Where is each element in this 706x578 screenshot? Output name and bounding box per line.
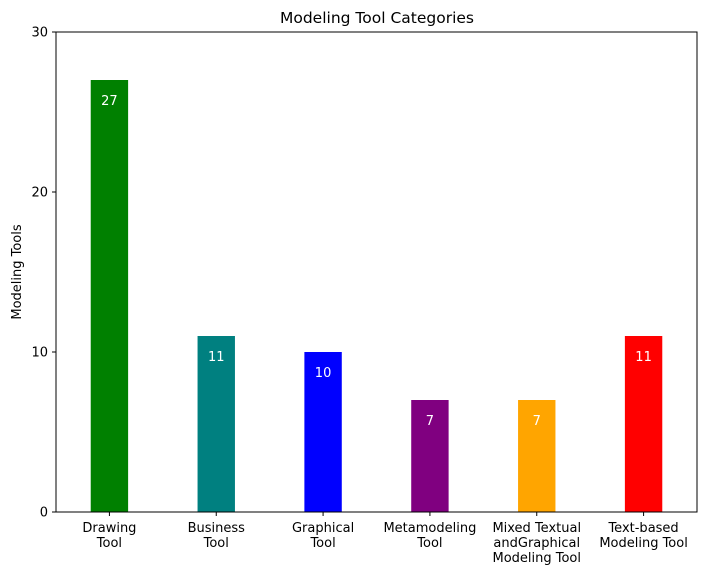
- y-tick-label: 0: [40, 506, 48, 521]
- bar-3: [411, 400, 449, 512]
- bar-5: [624, 336, 663, 512]
- bar-0: [90, 80, 129, 512]
- y-tick-label: 20: [31, 186, 48, 201]
- bar-value-label: 11: [208, 350, 225, 365]
- plot-frame: [55, 31, 698, 513]
- bar-value-label: 11: [635, 350, 652, 365]
- x-tick-label: Drawing Tool: [82, 521, 136, 551]
- bar-1: [197, 336, 235, 512]
- x-tick-label: Mixed Textual andGraphical Modeling Tool: [492, 521, 581, 566]
- x-tick-label: Metamodeling Tool: [383, 521, 476, 551]
- x-tick-label: Text-based Modeling Tool: [599, 521, 688, 551]
- bar-value-label: 27: [101, 94, 118, 109]
- x-axis-ticks: Drawing Tool Business Tool Graphical Tool Meta…: [82, 512, 688, 566]
- bar-2: [304, 352, 342, 512]
- y-axis-ticks: 0 10 20 30: [31, 26, 56, 521]
- x-tick-label: Graphical Tool: [292, 521, 354, 551]
- y-tick-label: 30: [31, 26, 48, 41]
- y-axis-label: Modeling Tools: [10, 224, 25, 320]
- bar-value-label: 7: [426, 414, 434, 429]
- chart-title: Modeling Tool Categories: [280, 9, 474, 27]
- bar-4: [518, 400, 556, 512]
- bars-group: 27 11 10 7 7 11: [90, 80, 663, 512]
- y-tick-label: 10: [31, 346, 48, 361]
- bar-value-label: 10: [315, 366, 332, 381]
- x-tick-label: Business Tool: [188, 521, 246, 551]
- bar-value-label: 7: [533, 414, 541, 429]
